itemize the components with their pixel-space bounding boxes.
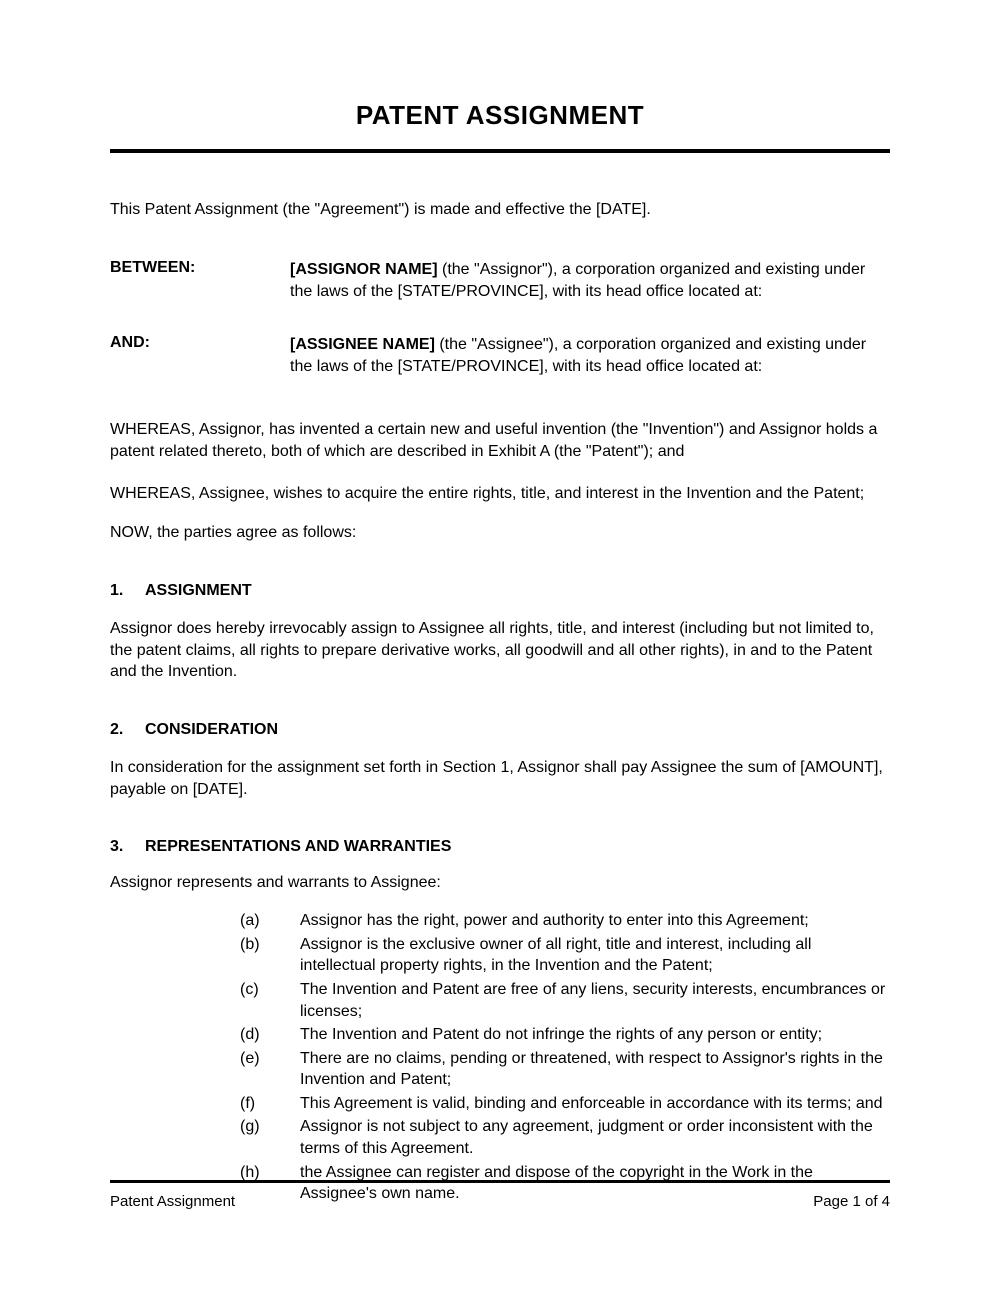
section-2-title: CONSIDERATION [145, 721, 278, 739]
document-title: PATENT ASSIGNMENT [110, 100, 890, 149]
section-3-num: 3. [110, 838, 145, 856]
page-footer: Patent Assignment Page 1 of 4 [110, 1180, 890, 1210]
section-3-heading: 3. REPRESENTATIONS AND WARRANTIES [110, 838, 890, 856]
party-between-row: BETWEEN: [ASSIGNOR NAME] (the "Assignor"… [110, 259, 890, 302]
warranty-text: There are no claims, pending or threaten… [300, 1048, 890, 1091]
warranty-list: (a) Assignor has the right, power and au… [110, 910, 890, 1205]
section-1-heading: 1. ASSIGNMENT [110, 582, 890, 600]
section-1-num: 1. [110, 582, 145, 600]
list-item: (e) There are no claims, pending or thre… [240, 1048, 890, 1091]
warranty-letter: (a) [240, 910, 300, 932]
warranty-letter: (f) [240, 1093, 300, 1115]
warranty-letter: (c) [240, 979, 300, 1022]
assignor-name: [ASSIGNOR NAME] [290, 261, 438, 278]
and-description: [ASSIGNEE NAME] (the "Assignee"), a corp… [290, 334, 890, 377]
whereas-1: WHEREAS, Assignor, has invented a certai… [110, 419, 890, 462]
warranty-text: Assignor is the exclusive owner of all r… [300, 934, 890, 977]
warranty-letter: (e) [240, 1048, 300, 1091]
warranty-text: Assignor has the right, power and author… [300, 910, 809, 932]
list-item: (f) This Agreement is valid, binding and… [240, 1093, 890, 1115]
list-item: (b) Assignor is the exclusive owner of a… [240, 934, 890, 977]
warranty-letter: (g) [240, 1116, 300, 1159]
section-1-title: ASSIGNMENT [145, 582, 252, 600]
warranty-letter: (b) [240, 934, 300, 977]
assignee-name: [ASSIGNEE NAME] [290, 336, 435, 353]
section-2-num: 2. [110, 721, 145, 739]
whereas-2: WHEREAS, Assignee, wishes to acquire the… [110, 483, 890, 505]
warranty-text: Assignor is not subject to any agreement… [300, 1116, 890, 1159]
section-1-body: Assignor does hereby irrevocably assign … [110, 618, 890, 683]
section-2-heading: 2. CONSIDERATION [110, 721, 890, 739]
title-divider [110, 149, 890, 153]
section-2-body: In consideration for the assignment set … [110, 757, 890, 800]
list-item: (g) Assignor is not subject to any agree… [240, 1116, 890, 1159]
intro-paragraph: This Patent Assignment (the "Agreement")… [110, 201, 890, 219]
footer-text-row: Patent Assignment Page 1 of 4 [110, 1193, 890, 1210]
warranty-letter: (d) [240, 1024, 300, 1046]
party-and-row: AND: [ASSIGNEE NAME] (the "Assignee"), a… [110, 334, 890, 377]
footer-page-number: Page 1 of 4 [813, 1193, 890, 1210]
document-page: PATENT ASSIGNMENT This Patent Assignment… [0, 0, 1000, 1205]
footer-doc-name: Patent Assignment [110, 1193, 235, 1210]
between-description: [ASSIGNOR NAME] (the "Assignor"), a corp… [290, 259, 890, 302]
warranty-text: This Agreement is valid, binding and enf… [300, 1093, 883, 1115]
warranty-text: The Invention and Patent are free of any… [300, 979, 890, 1022]
footer-divider [110, 1180, 890, 1183]
now-clause: NOW, the parties agree as follows: [110, 524, 890, 542]
list-item: (c) The Invention and Patent are free of… [240, 979, 890, 1022]
section-3-title: REPRESENTATIONS AND WARRANTIES [145, 838, 451, 856]
section-3-intro: Assignor represents and warrants to Assi… [110, 874, 890, 892]
list-item: (d) The Invention and Patent do not infr… [240, 1024, 890, 1046]
and-label: AND: [110, 334, 290, 377]
warranty-text: The Invention and Patent do not infringe… [300, 1024, 822, 1046]
between-label: BETWEEN: [110, 259, 290, 302]
list-item: (a) Assignor has the right, power and au… [240, 910, 890, 932]
